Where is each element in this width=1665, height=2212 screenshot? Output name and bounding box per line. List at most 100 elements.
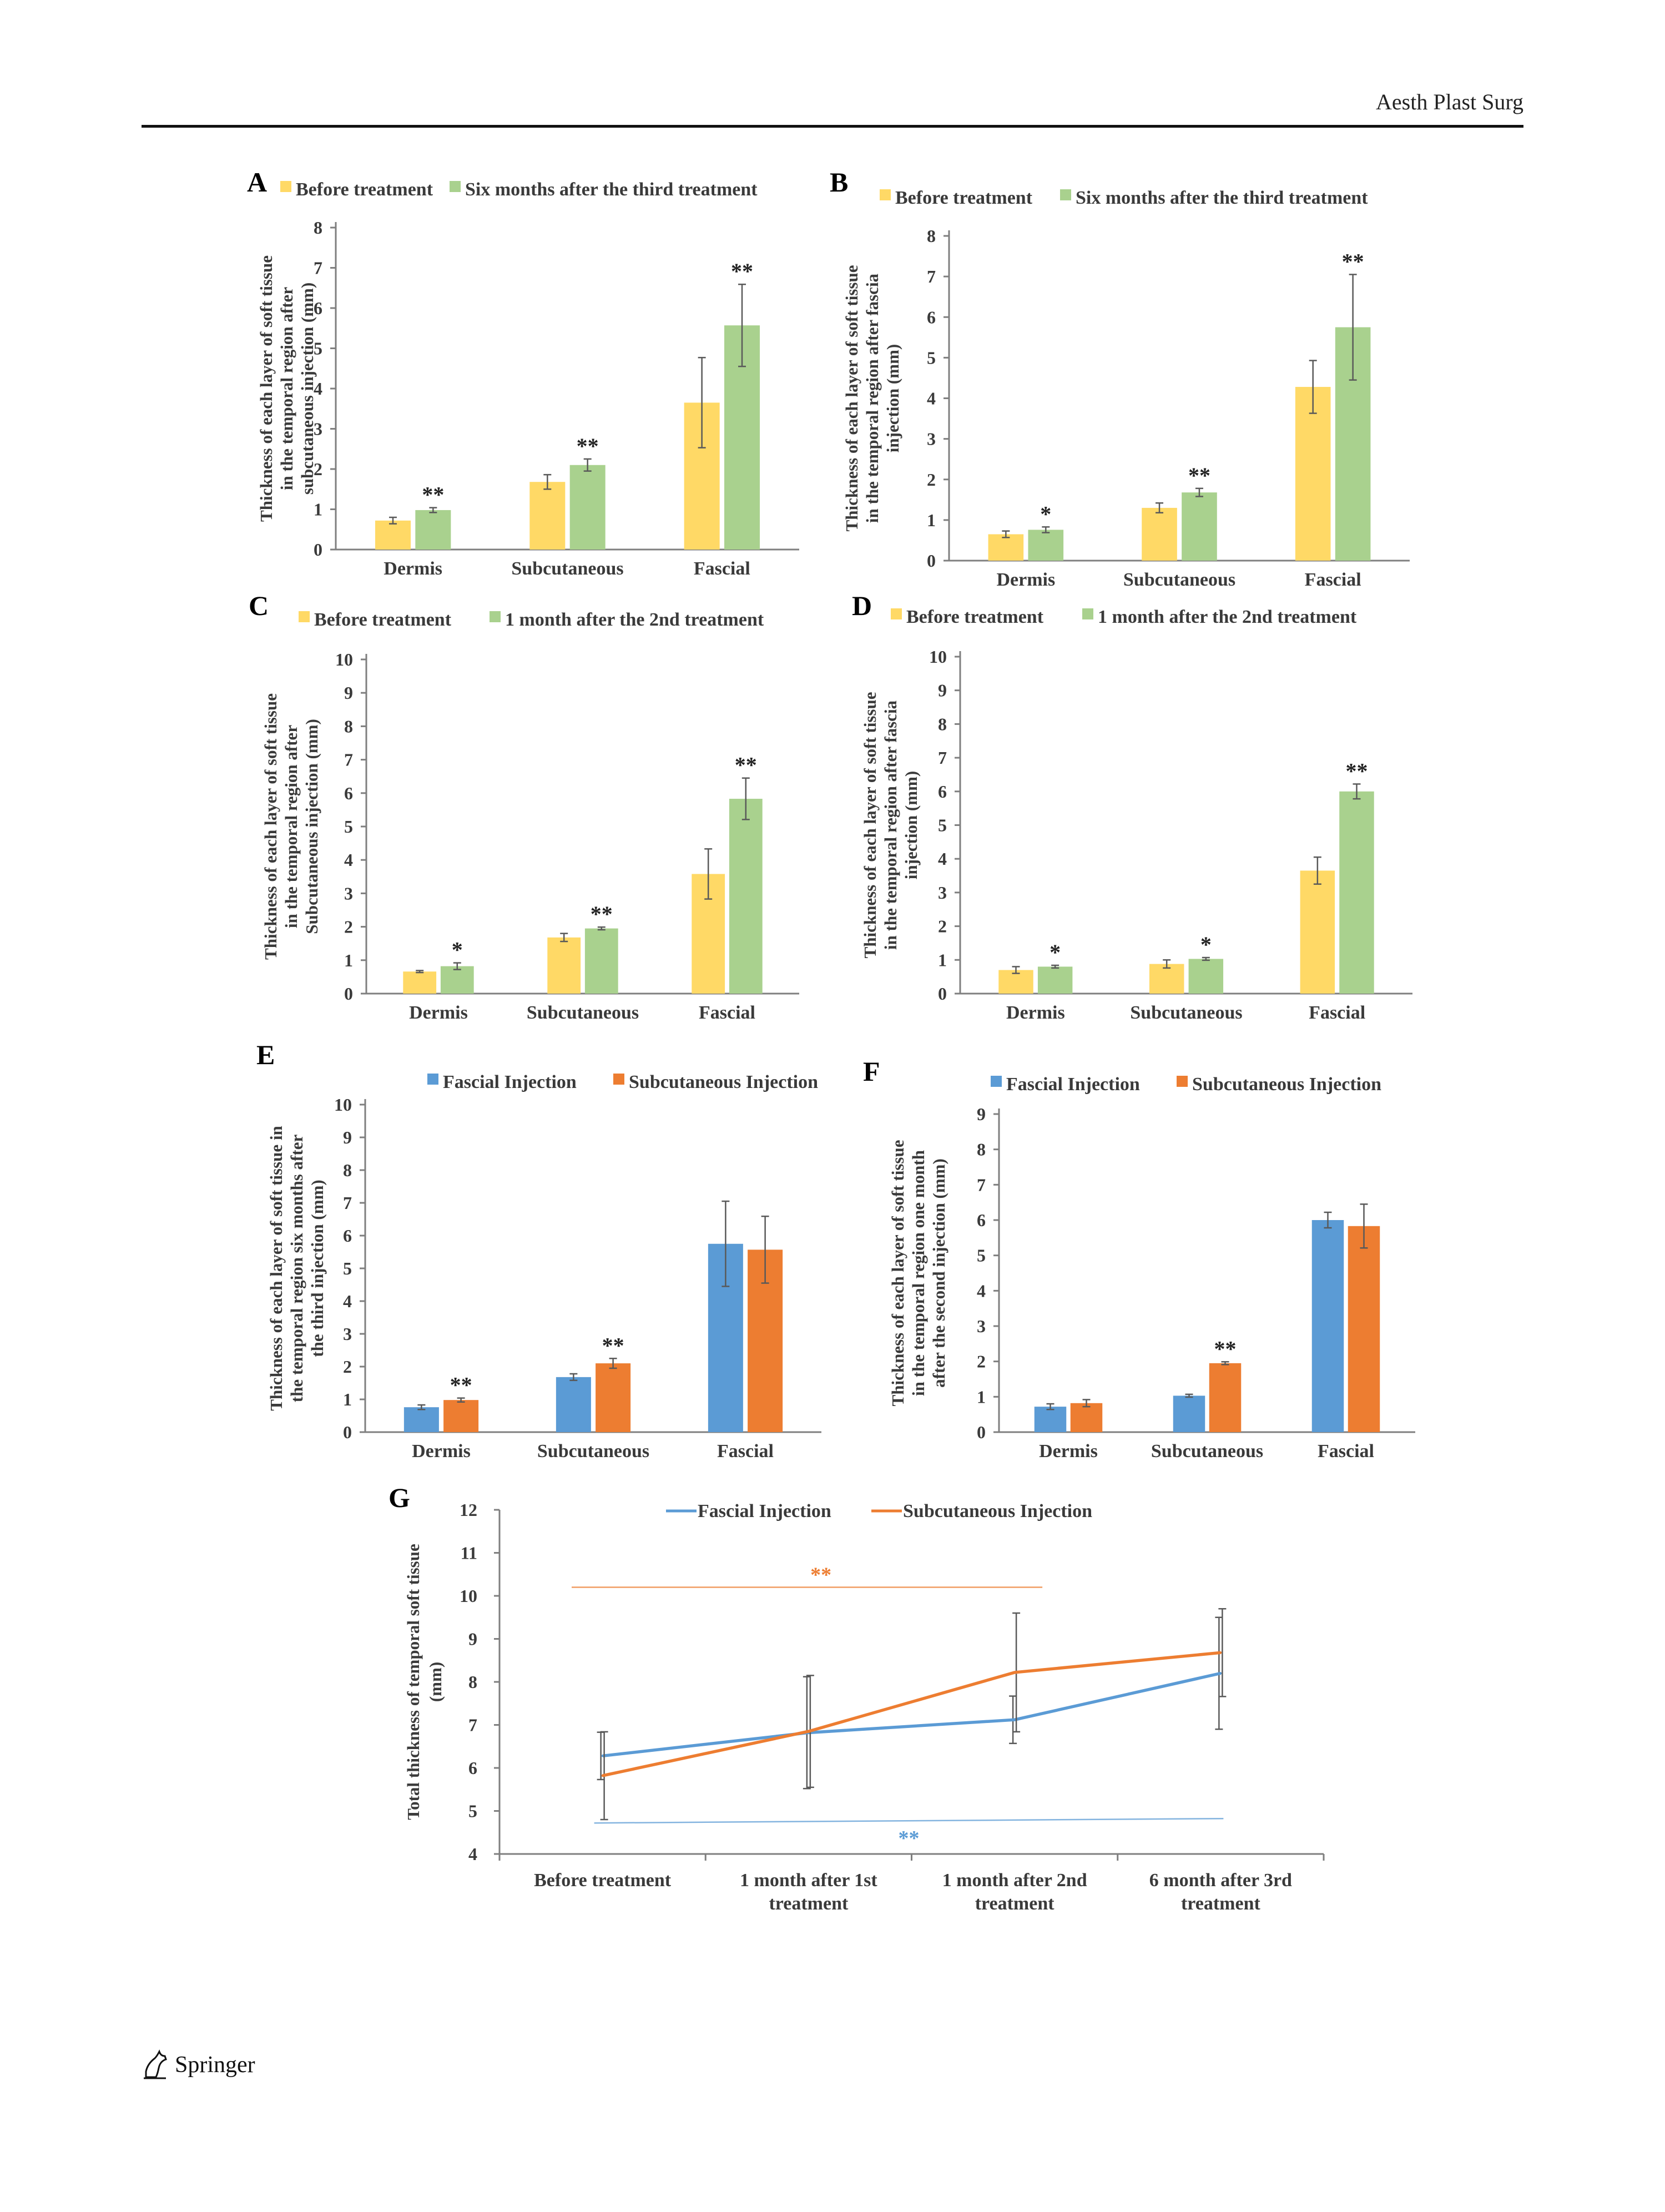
legend-label: 1 month after the 2nd treatment: [505, 609, 764, 630]
legend-label: Subcutaneous Injection: [629, 1072, 818, 1092]
bar: [1149, 964, 1184, 994]
panel-label-d: D: [852, 590, 872, 621]
y-tick-label: 7: [314, 258, 322, 278]
y-tick-label: 4: [344, 850, 353, 870]
bar: [584, 928, 618, 994]
legend-label: Fascial Injection: [698, 1501, 831, 1521]
y-axis-label-line: injection (mm): [883, 344, 902, 452]
y-tick-label: 6: [927, 307, 936, 327]
legend-label: Fascial Injection: [443, 1072, 577, 1092]
y-tick-label: 3: [314, 419, 322, 439]
y-tick-label: 9: [343, 1127, 352, 1147]
bar: [529, 482, 566, 550]
legend-label: Six months after the third treatment: [465, 179, 758, 200]
y-axis-label-line: Subcutaneous injection (mm): [302, 719, 321, 934]
category-label: Fascial: [1318, 1441, 1374, 1462]
x-category-label: 1 month after 1st treatment: [740, 1870, 877, 1914]
significance-marker: *: [452, 938, 463, 963]
y-tick-label: 10: [335, 649, 353, 669]
y-axis-label: Thickness of each layer of soft tissuein…: [888, 1140, 948, 1407]
data-point: [601, 1755, 604, 1757]
y-tick-label: 2: [977, 1352, 986, 1372]
y-tick-label: 10: [334, 1095, 352, 1115]
bar: [1182, 492, 1217, 561]
y-axis-label-line: Thickness of each layer of soft tissue i…: [266, 1126, 286, 1411]
panel-label-g: G: [389, 1482, 410, 1513]
category-label: Fascial: [699, 1002, 755, 1023]
publisher-logo: Springer: [142, 2048, 255, 2082]
y-tick-label: 4: [314, 379, 322, 399]
y-tick-label: 8: [314, 218, 322, 238]
significance-marker: *: [1200, 932, 1212, 957]
bar: [1037, 966, 1073, 994]
bar: [1209, 1363, 1242, 1432]
y-tick-label: 2: [343, 1357, 352, 1377]
y-tick-label: 9: [938, 681, 947, 701]
legend-swatch: [613, 1074, 624, 1085]
legend-label: Subcutaneous Injection: [903, 1501, 1092, 1521]
y-tick-label: 1: [938, 950, 947, 970]
y-tick-label: 3: [344, 883, 353, 903]
category-label: Dermis: [384, 558, 442, 579]
y-tick-label: 4: [343, 1291, 352, 1311]
category-label: Subcutaneous: [537, 1441, 649, 1462]
y-axis-label-line: in the temporal region one month: [909, 1150, 928, 1396]
y-axis-label-line: in the temporal region after fascia: [881, 700, 900, 950]
y-axis-label-line: (mm): [426, 1662, 445, 1702]
y-tick-label: 1: [343, 1389, 352, 1409]
panel-label-c: C: [249, 590, 269, 621]
significance-marker: **: [1345, 758, 1368, 783]
significance-marker: **: [810, 1564, 831, 1587]
legend-label: Six months after the third treatment: [1076, 188, 1368, 208]
y-tick-label: 8: [344, 716, 353, 736]
y-axis-label-line: Thickness of each layer of soft tissue: [261, 693, 280, 960]
significance-marker: **: [1342, 249, 1364, 274]
y-tick-label: 2: [314, 459, 322, 479]
bar: [556, 1377, 591, 1432]
x-category-label-line: 6 month after 3rd: [1149, 1870, 1292, 1891]
y-tick-label: 0: [938, 984, 947, 1004]
legend-label: Subcutaneous Injection: [1192, 1074, 1381, 1095]
y-axis-label-line: Thickness of each layer of soft tissue: [860, 692, 880, 959]
legend-swatch: [490, 611, 501, 622]
significance-marker: **: [1214, 1336, 1237, 1361]
y-tick-label: 4: [938, 849, 947, 869]
y-tick-label: 7: [343, 1193, 352, 1213]
bar: [1173, 1395, 1205, 1432]
y-axis-label-line: in the temporal region after fascia: [862, 273, 882, 523]
legend-swatch: [280, 181, 291, 192]
y-tick-label: 1: [314, 500, 322, 520]
x-category-label-line: treatment: [769, 1893, 849, 1914]
category-label: Fascial: [1305, 570, 1361, 590]
legend-swatch: [299, 611, 310, 622]
x-category-label: Before treatment: [534, 1870, 672, 1891]
legend-swatch: [880, 189, 891, 200]
significance-marker: **: [450, 1373, 472, 1398]
y-tick-label: 5: [927, 347, 936, 367]
y-tick-label: 7: [927, 266, 936, 286]
y-tick-label: 0: [314, 540, 322, 560]
legend-label: Before treatment: [314, 609, 452, 630]
y-tick-label: 6: [344, 783, 353, 803]
y-axis-label-line: Total thickness of temporal soft tissue: [403, 1544, 423, 1820]
category-label: Dermis: [1006, 1002, 1065, 1023]
bar: [729, 799, 763, 994]
y-axis-label: Thickness of each layer of soft tissuein…: [842, 265, 902, 532]
category-label: Dermis: [412, 1441, 471, 1462]
y-axis-label: Total thickness of temporal soft tissue(…: [403, 1544, 445, 1820]
significance-marker: **: [602, 1333, 624, 1358]
bar: [596, 1363, 631, 1432]
category-label: Subcutaneous: [511, 558, 623, 579]
y-tick-label: 8: [343, 1160, 352, 1180]
y-axis-label-line: in the temporal region after: [277, 287, 296, 490]
y-tick-label: 6: [468, 1758, 477, 1778]
legend-swatch: [1177, 1076, 1188, 1087]
y-tick-label: 10: [460, 1586, 477, 1606]
significance-marker: **: [735, 753, 757, 778]
y-tick-label: 8: [468, 1672, 477, 1692]
